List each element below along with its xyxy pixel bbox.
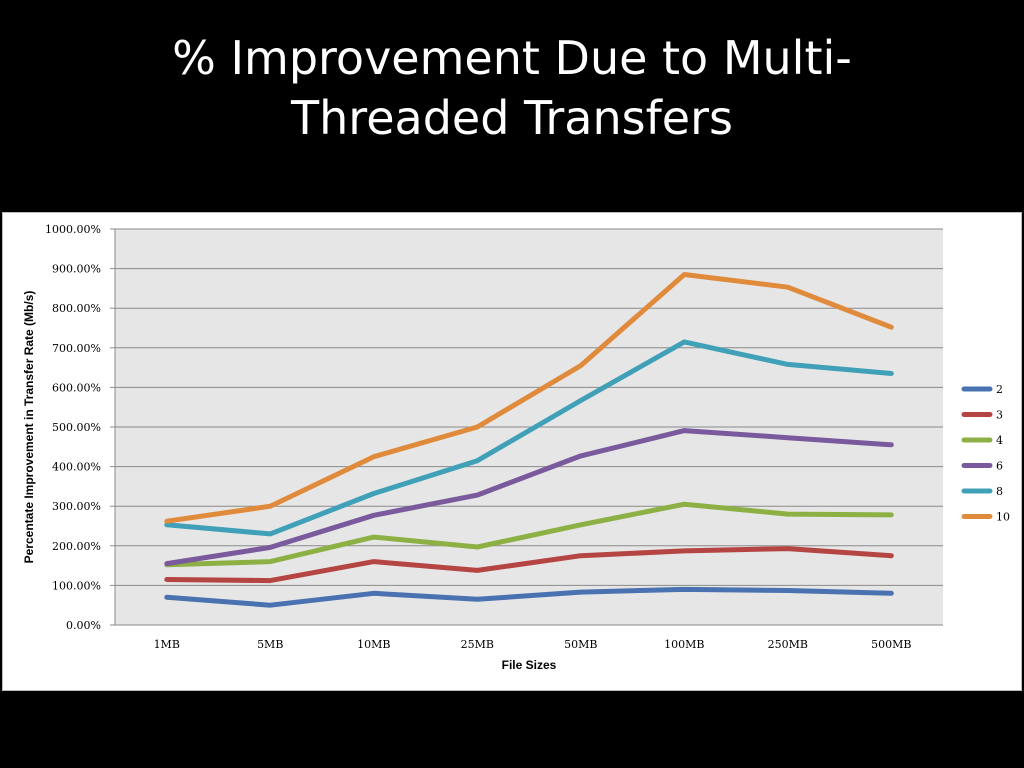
y-tick-label: 100.00%: [52, 579, 101, 592]
series-line-6: [164, 428, 894, 567]
legend-label: 8: [996, 485, 1003, 498]
y-tick-label: 500.00%: [52, 421, 101, 434]
y-tick-label: 600.00%: [52, 381, 101, 394]
y-tick-label: 700.00%: [52, 342, 101, 355]
series-line-4: [164, 501, 894, 568]
x-tick-label: 50MB: [564, 638, 597, 651]
title-line-1: % Improvement Due to Multi-: [172, 31, 852, 85]
slide-title: % Improvement Due to Multi- Threaded Tra…: [0, 28, 1024, 148]
series-line-3: [164, 546, 894, 584]
x-tick-label: 1MB: [154, 638, 180, 651]
x-tick-label: 10MB: [357, 638, 390, 651]
legend-label: 4: [996, 434, 1003, 447]
y-tick-labels: 0.00% 100.00% 200.00% 300.00% 400.00% 500.00%…: [45, 223, 101, 632]
title-line-2: Threaded Transfers: [291, 91, 733, 145]
x-tick-label: 25MB: [461, 638, 494, 651]
x-tick-labels: 1MB 5MB 10MB 25MB 50MB 100MB 250MB 500MB: [154, 638, 912, 651]
legend-label: 2: [996, 383, 1003, 396]
line-chart: 0.00% 100.00% 200.00% 300.00% 400.00% 500.00%…: [22, 223, 1010, 672]
y-axis-title: Percentate Improvement in Transfer Rate …: [22, 291, 36, 564]
legend: 2 3 4 6 8 10: [961, 383, 1010, 524]
x-tick-label: 250MB: [768, 638, 808, 651]
y-tick-label: 1000.00%: [45, 223, 101, 236]
x-tick-label: 100MB: [664, 638, 704, 651]
x-tick-label: 500MB: [871, 638, 911, 651]
legend-label: 10: [996, 511, 1010, 524]
y-tick-label: 400.00%: [52, 461, 101, 474]
series-lines: [164, 272, 894, 608]
series-line-10: [164, 272, 894, 524]
y-tick-label: 0.00%: [66, 619, 101, 632]
gridlines: [110, 228, 943, 626]
y-tick-label: 900.00%: [52, 263, 101, 276]
chart-container: 0.00% 100.00% 200.00% 300.00% 400.00% 500.00%…: [2, 212, 1022, 691]
x-axis-title: File Sizes: [502, 658, 557, 672]
legend-label: 6: [996, 460, 1003, 473]
y-tick-label: 200.00%: [52, 540, 101, 553]
legend-label: 3: [996, 409, 1003, 422]
x-tick-label: 5MB: [257, 638, 283, 651]
series-line-8: [164, 339, 894, 537]
y-tick-label: 800.00%: [52, 302, 101, 315]
y-tick-label: 300.00%: [52, 500, 101, 513]
series-line-2: [164, 586, 894, 608]
